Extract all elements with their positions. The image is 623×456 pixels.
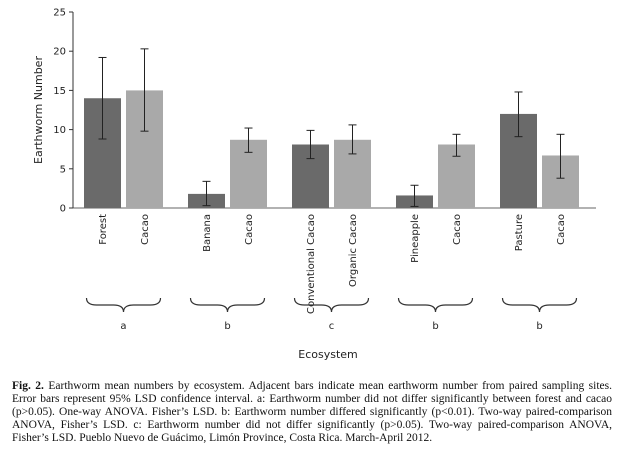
bars-layer	[84, 90, 579, 208]
group-brace	[293, 297, 370, 313]
figure-caption: Fig. 2. Earthworm mean numbers by ecosys…	[12, 380, 612, 445]
x-tick-label: Forest	[98, 214, 109, 245]
group-brace	[189, 297, 266, 313]
x-tick-label: Cacao	[452, 214, 463, 245]
group-letter: b	[224, 321, 230, 332]
group-letter: b	[536, 321, 542, 332]
y-axis-title: Earthworm Number	[32, 56, 45, 164]
y-tick-label: 15	[53, 86, 66, 97]
group-letter: a	[120, 321, 126, 332]
x-tick-label: Cacao	[140, 214, 151, 245]
x-tick-label: Banana	[202, 214, 213, 252]
x-tick-label: Cacao	[556, 214, 567, 245]
x-tick-label: Pasture	[514, 214, 525, 251]
caption-text: Earthworm mean numbers by ecosystem. Adj…	[12, 380, 612, 444]
x-tick-labels: Forest Cacao Banana Cacao Conventional Cacao…	[98, 214, 567, 314]
y-tick-label: 5	[60, 164, 66, 175]
y-tick-label: 20	[53, 47, 66, 58]
x-tick-label: Cacao	[244, 214, 255, 245]
y-tick-label: 10	[53, 125, 66, 136]
x-axis-title: Ecosystem	[298, 348, 358, 361]
earthworm-bar-chart: 0 5 10 15 20 25 Forest Cacao Banana Cacao Convent…	[32, 8, 596, 361]
group-brace	[501, 297, 578, 313]
group-letter: c	[329, 321, 335, 332]
group-brace	[397, 297, 474, 313]
x-tick-label: Conventional Cacao	[306, 214, 317, 314]
group-brace	[85, 297, 162, 313]
y-tick-label: 25	[53, 8, 66, 19]
group-letter: b	[432, 321, 438, 332]
x-tick-label: Organic Cacao	[348, 214, 359, 287]
caption-label: Fig. 2.	[12, 380, 44, 392]
error-bars-layer	[98, 48, 565, 207]
x-tick-label: Pineapple	[410, 214, 421, 263]
y-tick-label: 0	[60, 204, 66, 215]
